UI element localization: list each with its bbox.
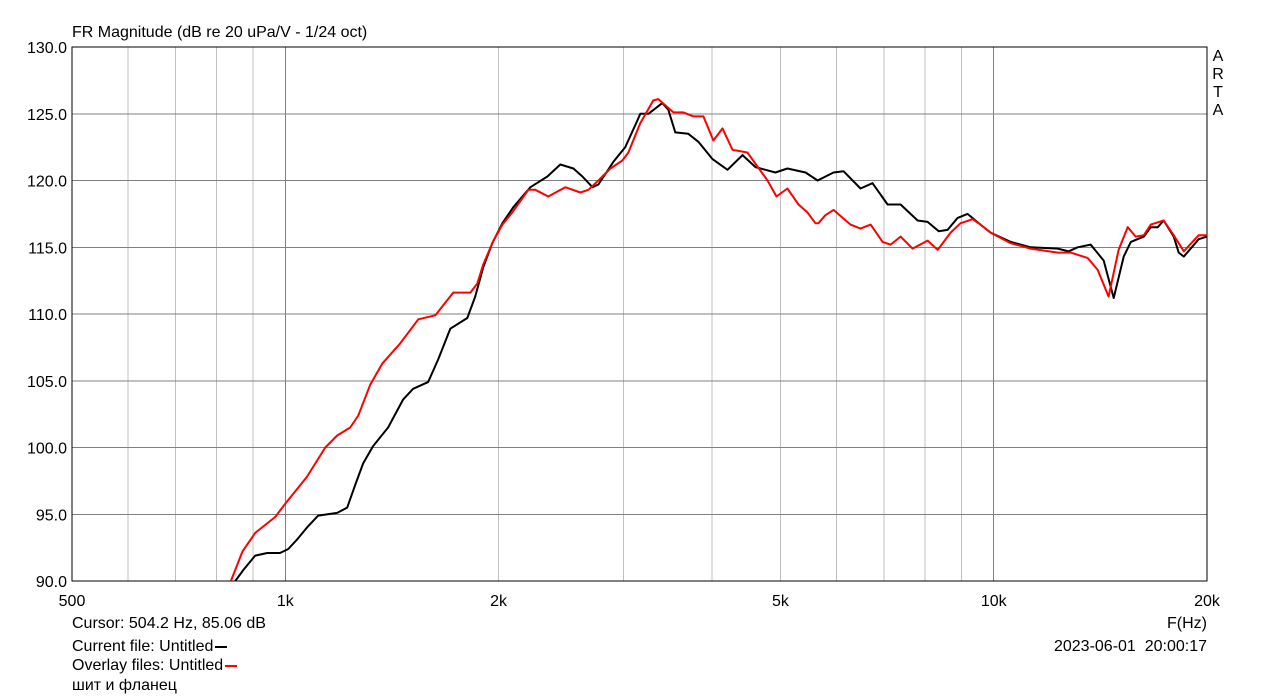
y-tick-label: 115.0 <box>28 240 67 257</box>
arta-logo: A R T A <box>1211 48 1225 120</box>
chart-title: FR Magnitude (dB re 20 uPa/V - 1/24 oct) <box>72 24 368 41</box>
logo-letter: A <box>1212 48 1224 65</box>
current-file-label: Current file: Untitled <box>72 638 214 655</box>
x-tick-label: 10k <box>981 593 1008 610</box>
overlay-line-swatch <box>225 664 238 667</box>
overlay-file-label: Overlay files: Untitled <box>72 657 224 674</box>
logo-letter: R <box>1212 66 1224 83</box>
plot-frame <box>71 46 1208 582</box>
x-tick-label: 2k <box>490 593 508 610</box>
y-tick-label: 130.0 <box>27 40 67 57</box>
current-file-curve <box>234 102 1207 581</box>
cursor-readout: Cursor: 504.2 Hz, 85.06 dB <box>72 615 266 632</box>
y-tick-label: 100.0 <box>27 441 67 458</box>
x-tick-label: 5k <box>772 593 790 610</box>
logo-letter: T <box>1213 84 1223 101</box>
logo-letter: A <box>1212 102 1224 119</box>
current-file-legend: Current file: Untitled <box>72 638 228 656</box>
x-tick-label: 1k <box>277 593 295 610</box>
x-tick-label: 500 <box>59 593 86 610</box>
y-tick-label: 125.0 <box>27 107 67 124</box>
x-axis-label: F(Hz) <box>1167 615 1207 632</box>
overlay-file-curve <box>229 98 1207 581</box>
x-tick-label: 20k <box>1194 593 1221 610</box>
overlay-files-legend: Overlay files: Untitled <box>72 657 238 675</box>
current-line-swatch <box>215 645 228 648</box>
note-text: шит и фланец <box>72 677 177 694</box>
y-tick-label: 120.0 <box>27 174 67 191</box>
y-tick-label: 110.0 <box>28 307 67 324</box>
y-tick-label: 105.0 <box>27 374 67 391</box>
datetime: 2023-06-01 20:00:17 <box>1053 638 1207 655</box>
y-tick-label: 95.0 <box>36 507 67 524</box>
y-tick-label: 90.0 <box>36 574 67 591</box>
